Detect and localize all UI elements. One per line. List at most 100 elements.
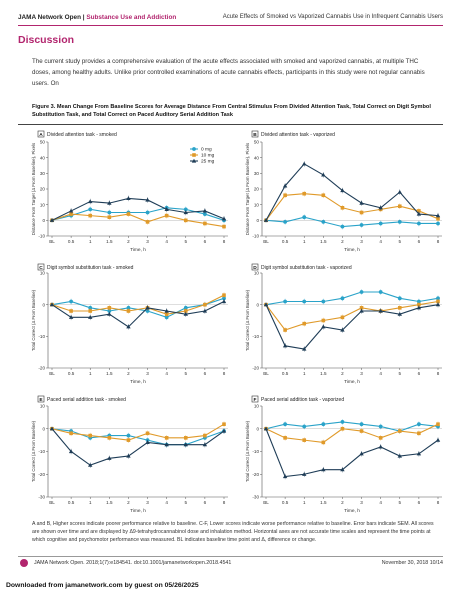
x-tick-label: 6 bbox=[204, 500, 207, 505]
data-point-1 bbox=[283, 422, 288, 427]
x-tick-label: 6 bbox=[204, 239, 207, 244]
x-tick-label: 8 bbox=[223, 371, 226, 376]
x-tick-label: 4 bbox=[379, 239, 382, 244]
data-point-7 bbox=[397, 204, 402, 209]
data-point-7 bbox=[183, 436, 188, 440]
x-tick-label: 3 bbox=[146, 371, 149, 376]
data-point-4 bbox=[340, 420, 345, 424]
data-point-8 bbox=[416, 221, 421, 226]
data-point-3 bbox=[321, 193, 326, 198]
footer-citation[interactable]: JAMA Network Open. 2018;1(7):e184541. do… bbox=[34, 560, 232, 566]
data-point-8 bbox=[416, 305, 422, 310]
x-tick-label: 1.5 bbox=[106, 500, 113, 505]
y-tick-label: -10 bbox=[38, 234, 45, 239]
data-point-3 bbox=[321, 422, 326, 427]
data-point-1 bbox=[282, 183, 288, 188]
panel-title: Paced serial addition task - smoked bbox=[47, 397, 126, 403]
data-point-9 bbox=[436, 216, 440, 221]
data-point-8 bbox=[203, 302, 207, 307]
x-tick-label: 1 bbox=[303, 371, 306, 376]
chart-panel-c: C Digit symbol substitution task - smoked… bbox=[31, 263, 228, 385]
data-point-9 bbox=[435, 437, 441, 442]
data-point-2 bbox=[302, 438, 307, 442]
data-point-6 bbox=[378, 205, 383, 210]
x-tick-label: 1.5 bbox=[320, 500, 327, 505]
data-point-0 bbox=[49, 302, 55, 307]
data-point-6 bbox=[164, 213, 169, 218]
y-tick-label: 30 bbox=[254, 171, 260, 176]
x-tick-label: 1 bbox=[89, 371, 92, 376]
data-point-4 bbox=[126, 324, 131, 329]
data-point-9 bbox=[435, 213, 441, 218]
data-point-4 bbox=[126, 438, 131, 442]
data-point-7 bbox=[397, 189, 402, 194]
section-name[interactable]: Substance Use and Addiction bbox=[86, 14, 177, 21]
data-point-7 bbox=[183, 305, 188, 310]
data-point-1 bbox=[283, 299, 288, 304]
x-tick-label: 0.5 bbox=[68, 371, 75, 376]
data-point-2 bbox=[191, 158, 197, 163]
y-tick-label: -10 bbox=[252, 449, 259, 454]
series-1 bbox=[264, 298, 440, 333]
data-point-2 bbox=[88, 433, 93, 438]
legend-label: 0 mg bbox=[201, 147, 212, 153]
data-point-5 bbox=[359, 200, 364, 205]
y-tick-label: 0 bbox=[256, 302, 259, 307]
data-point-9 bbox=[222, 293, 226, 297]
data-point-5 bbox=[145, 210, 150, 215]
y-tick-label: 20 bbox=[40, 187, 46, 192]
data-point-2 bbox=[88, 309, 93, 313]
x-tick-label: 2 bbox=[341, 239, 344, 244]
x-tick-label: 4 bbox=[165, 500, 168, 505]
series-2 bbox=[263, 426, 441, 480]
data-point-8 bbox=[416, 211, 422, 216]
data-point-5 bbox=[145, 431, 150, 436]
x-tick-label: 2 bbox=[341, 500, 344, 505]
data-point-3 bbox=[321, 172, 326, 177]
series-2 bbox=[49, 426, 227, 468]
x-tick-label: 1 bbox=[303, 239, 306, 244]
y-tick-label: 10 bbox=[254, 271, 260, 276]
data-point-9 bbox=[222, 296, 226, 301]
y-tick-label: 10 bbox=[254, 202, 260, 207]
data-point-5 bbox=[359, 308, 364, 313]
data-point-3 bbox=[107, 456, 112, 460]
figure-caption: Figure 3. Mean Change From Baseline Scor… bbox=[32, 104, 431, 119]
data-point-8 bbox=[202, 208, 208, 213]
data-point-6 bbox=[378, 221, 383, 226]
x-tick-label: 3 bbox=[360, 371, 363, 376]
data-point-4 bbox=[340, 188, 345, 193]
series-line bbox=[265, 216, 438, 228]
x-tick-label: 0.5 bbox=[68, 500, 75, 505]
data-point-3 bbox=[107, 200, 112, 205]
data-point-9 bbox=[436, 296, 440, 301]
data-point-6 bbox=[164, 442, 169, 447]
data-point-3 bbox=[107, 215, 112, 219]
y-tick-label: 0 bbox=[256, 426, 259, 431]
panel-label-box bbox=[37, 395, 45, 403]
data-point-6 bbox=[378, 436, 383, 440]
data-point-1 bbox=[283, 193, 287, 198]
data-point-1 bbox=[68, 449, 74, 454]
panel-label-box bbox=[37, 263, 45, 271]
y-tick-label: 10 bbox=[40, 271, 46, 276]
chart-panel-d: D Digit symbol substitution task - vapori… bbox=[245, 263, 442, 385]
data-point-1 bbox=[283, 220, 288, 224]
y-axis-label: Distance From Target (Δ From Baseline), … bbox=[245, 142, 250, 235]
x-tick-label: 0.5 bbox=[282, 239, 289, 244]
data-point-3 bbox=[321, 324, 326, 329]
data-point-3 bbox=[107, 306, 112, 310]
data-point-9 bbox=[222, 422, 226, 426]
chart-panel-f: F Paced serial addition task - vaporized -… bbox=[245, 395, 442, 514]
series-line bbox=[51, 213, 225, 228]
data-point-4 bbox=[126, 453, 131, 458]
data-point-9 bbox=[222, 224, 226, 229]
y-tick-label: -20 bbox=[252, 472, 259, 477]
data-point-7 bbox=[397, 429, 402, 433]
data-point-5 bbox=[145, 305, 150, 310]
x-tick-label: 8 bbox=[437, 371, 440, 376]
data-point-3 bbox=[321, 299, 326, 304]
data-point-6 bbox=[164, 315, 169, 320]
series-line bbox=[51, 197, 225, 221]
